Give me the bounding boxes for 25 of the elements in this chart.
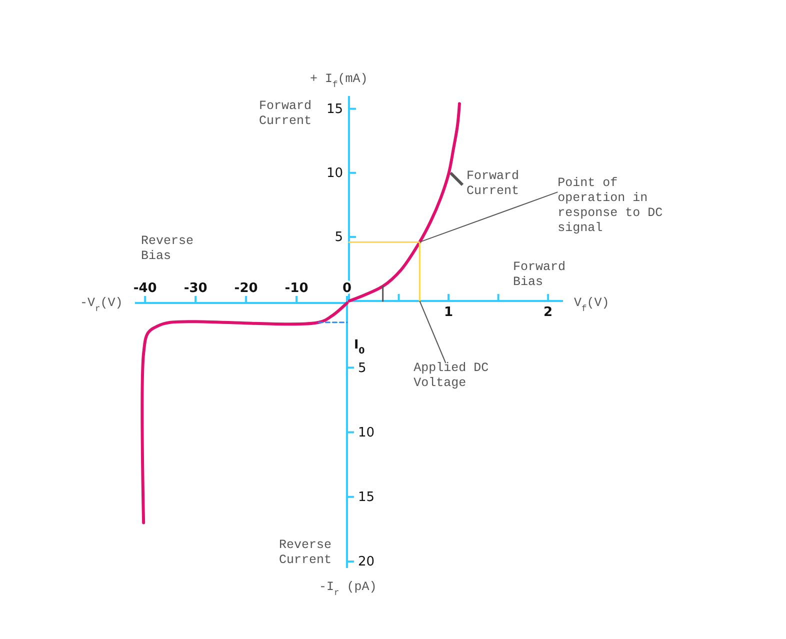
text: Forward Current <box>259 99 312 128</box>
annotation: Forward Current <box>466 168 520 198</box>
annotation: Point of operation in response to DC signal <box>558 176 663 236</box>
text: + I$_{f}$(mA) <box>310 72 368 90</box>
y-tick-label: 20 <box>358 554 375 570</box>
text: V$_{f}$(V) <box>574 296 610 314</box>
text: -I$_{r}$ (pA) <box>319 580 377 598</box>
y-tick-label: 15 <box>358 490 375 506</box>
y-tick-label: 5 <box>334 230 343 246</box>
y-tick-label: 10 <box>358 425 375 440</box>
y-tick-label: 10 <box>326 166 343 182</box>
x-tick-label: 1 <box>444 305 454 320</box>
annotation: Forward Bias <box>513 260 566 289</box>
annotation: Reverse Current <box>279 538 332 567</box>
x-tick-label: 2 <box>544 305 553 320</box>
y-tick-label: 5 <box>358 360 366 376</box>
y-tick-label: 15 <box>326 102 343 117</box>
x-tick-label: -30 <box>184 281 208 296</box>
x-tick-label: -20 <box>234 281 258 296</box>
text: Reverse Bias <box>141 234 194 263</box>
annotation: Applied DC Voltage <box>414 361 489 390</box>
x-tick-label: -40 <box>133 281 157 296</box>
x-tick-label: -10 <box>284 281 308 296</box>
text: -V$_{r}$(V) <box>80 296 123 314</box>
annotation: I$_{0}$ <box>354 336 365 356</box>
